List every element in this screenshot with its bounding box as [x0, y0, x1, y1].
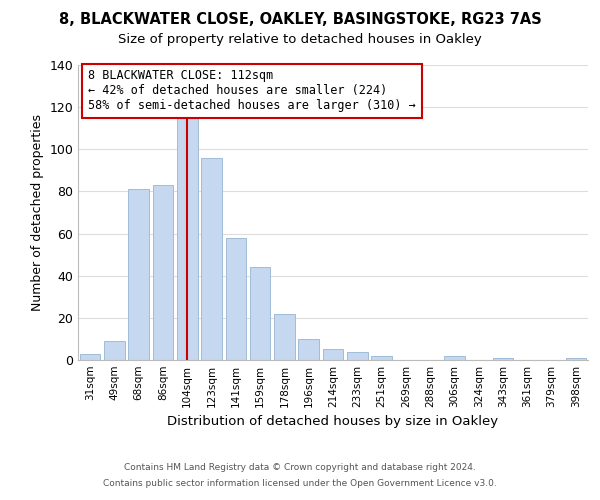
Bar: [80, 354, 100, 360]
Bar: [274, 314, 295, 360]
Text: Contains public sector information licensed under the Open Government Licence v3: Contains public sector information licen…: [103, 478, 497, 488]
Bar: [493, 358, 514, 360]
Text: Size of property relative to detached houses in Oakley: Size of property relative to detached ho…: [118, 32, 482, 46]
Y-axis label: Number of detached properties: Number of detached properties: [31, 114, 44, 311]
Bar: [128, 190, 149, 360]
Text: 8, BLACKWATER CLOSE, OAKLEY, BASINGSTOKE, RG23 7AS: 8, BLACKWATER CLOSE, OAKLEY, BASINGSTOKE…: [59, 12, 541, 28]
Bar: [250, 268, 271, 360]
X-axis label: Distribution of detached houses by size in Oakley: Distribution of detached houses by size …: [167, 416, 499, 428]
Bar: [566, 358, 586, 360]
Bar: [347, 352, 368, 360]
Bar: [298, 339, 319, 360]
Bar: [444, 356, 465, 360]
Bar: [323, 350, 343, 360]
Bar: [104, 341, 125, 360]
Bar: [177, 118, 197, 360]
Bar: [152, 185, 173, 360]
Bar: [226, 238, 246, 360]
Bar: [201, 158, 222, 360]
Bar: [371, 356, 392, 360]
Text: 8 BLACKWATER CLOSE: 112sqm
← 42% of detached houses are smaller (224)
58% of sem: 8 BLACKWATER CLOSE: 112sqm ← 42% of deta…: [88, 70, 416, 112]
Text: Contains HM Land Registry data © Crown copyright and database right 2024.: Contains HM Land Registry data © Crown c…: [124, 464, 476, 472]
